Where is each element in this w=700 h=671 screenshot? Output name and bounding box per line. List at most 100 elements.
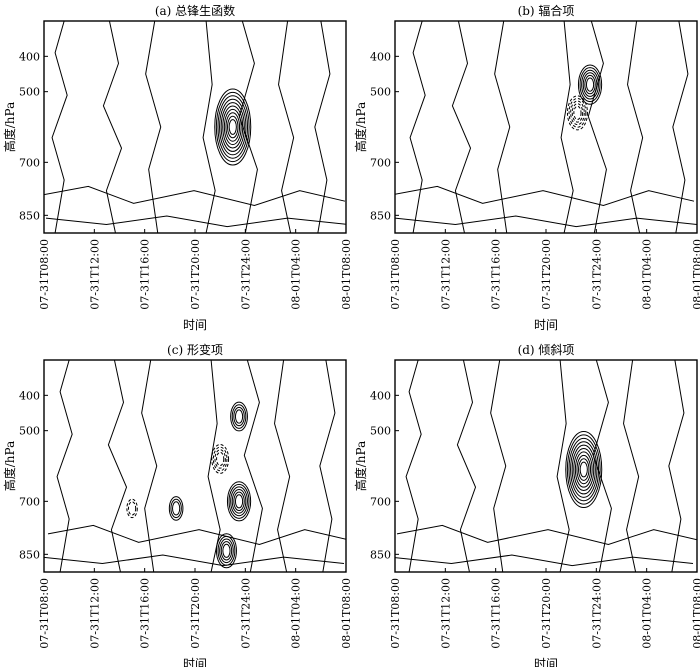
- contour-ring: [220, 102, 245, 152]
- positive-center-1: [565, 431, 603, 509]
- x-tick-label: 08-01T08:00: [340, 578, 353, 649]
- panel-3: (c) 形变项 400 500 700 850 07-31T08:00 07-31T12:0…: [2, 342, 353, 671]
- panel-title: (c) 形变项: [167, 342, 223, 357]
- contour-line: [319, 360, 336, 572]
- x-tick-label: 07-31T16:00: [139, 239, 152, 310]
- y-axis-label: 高度/hPa: [353, 441, 368, 491]
- y-axis-label: 高度/hPa: [2, 441, 17, 491]
- x-tick-label: 07-31T24:00: [239, 239, 252, 310]
- contour-ring: [578, 458, 590, 481]
- contour-line: [238, 21, 258, 233]
- contour-line: [556, 360, 570, 572]
- contour-ring: [579, 461, 588, 478]
- contour-line: [202, 21, 216, 233]
- x-tick-label: 07-31T20:00: [189, 239, 202, 310]
- contour-ring: [222, 105, 244, 149]
- positive-center-1: [577, 64, 603, 105]
- y-tick-label: 400: [19, 389, 40, 402]
- contour-line: [278, 21, 295, 233]
- y-axis-label: 高度/hPa: [353, 102, 368, 152]
- panel-title: (b) 辐合项: [518, 3, 575, 18]
- contour-ring: [234, 494, 244, 509]
- plot-area: [395, 360, 697, 572]
- contour-line: [44, 185, 346, 206]
- positive-center-4: [168, 496, 184, 521]
- contour-ring: [568, 97, 587, 128]
- y-tick-label: 400: [370, 50, 391, 63]
- contour-line: [395, 554, 694, 567]
- contour-ring: [570, 441, 598, 498]
- contour-ring: [230, 401, 248, 432]
- contour-ring: [223, 108, 242, 146]
- contour-ring: [222, 543, 231, 558]
- contour-ring: [212, 446, 228, 472]
- contour-ring: [220, 541, 233, 561]
- plot-area: [44, 21, 346, 233]
- contour-ring: [228, 119, 237, 135]
- contour-ring: [211, 444, 230, 474]
- contour-ring: [216, 451, 225, 467]
- contour-ring: [217, 535, 236, 566]
- contour-ring: [582, 72, 598, 97]
- contour-ring: [172, 501, 181, 516]
- contour-line: [45, 215, 346, 228]
- contour-ring: [170, 498, 182, 519]
- x-tick-label: 07-31T20:00: [540, 239, 553, 310]
- x-tick-label: 07-31T20:00: [189, 578, 202, 649]
- contour-ring: [215, 533, 237, 569]
- x-tick-label: 07-31T12:00: [439, 239, 452, 310]
- x-tick-label: 07-31T24:00: [239, 578, 252, 649]
- contour-ring: [581, 69, 599, 100]
- y-tick-label: 700: [370, 156, 391, 169]
- contour-line: [623, 360, 640, 572]
- panel-title: (d) 倾斜项: [518, 343, 575, 357]
- contour-ring: [217, 95, 249, 159]
- y-tick-label: 500: [370, 425, 391, 438]
- x-tick-label: 07-31T12:00: [88, 578, 101, 649]
- contour-line: [587, 21, 607, 233]
- contour-ring: [571, 103, 584, 123]
- x-tick-label: 07-31T20:00: [540, 578, 553, 649]
- contour-line: [409, 21, 426, 233]
- contour-ring: [585, 77, 595, 92]
- panel-4: (d) 倾斜项 400 500 700 850 07-31T08:00 07-31T12:0…: [353, 343, 700, 671]
- contour-ring: [127, 501, 137, 516]
- x-axis-label: 时间: [183, 657, 207, 667]
- contour-ring: [566, 95, 588, 131]
- contour-ring: [576, 454, 592, 485]
- y-tick-label: 500: [19, 425, 40, 438]
- positive-center-2: [226, 481, 252, 522]
- y-tick-label: 850: [370, 209, 391, 222]
- x-tick-label: 08-01T04:00: [641, 239, 654, 310]
- y-tick-label: 700: [19, 156, 40, 169]
- contour-line: [451, 21, 472, 233]
- contour-ring: [230, 486, 248, 517]
- contour-ring: [126, 498, 138, 519]
- contour-ring: [573, 448, 595, 492]
- panel-title: (a) 总锋生函数: [155, 3, 235, 18]
- contour-ring: [570, 100, 585, 126]
- x-axis-label: 时间: [183, 318, 207, 332]
- negative-center-5: [211, 444, 230, 474]
- x-tick-label: 08-01T04:00: [641, 578, 654, 649]
- contour-ring: [233, 406, 245, 427]
- plot-frame: [394, 20, 698, 234]
- contour-ring: [219, 538, 234, 564]
- contour-line: [47, 524, 346, 545]
- contour-ring: [215, 91, 250, 163]
- x-tick-label: 07-31T16:00: [139, 578, 152, 649]
- contour-ring: [214, 88, 252, 166]
- x-tick-label: 08-01T08:00: [691, 578, 700, 649]
- contour-line: [490, 360, 507, 572]
- x-tick-label: 07-31T08:00: [38, 578, 51, 649]
- positive-center-1: [214, 88, 252, 166]
- panel-1: (a) 总锋生函数 400 500 700 850 07-31T08:00 07-31T12…: [2, 3, 353, 332]
- contour-ring: [225, 112, 241, 142]
- y-tick-label: 850: [19, 209, 40, 222]
- contour-line: [494, 21, 511, 233]
- x-tick-label: 07-31T16:00: [490, 578, 503, 649]
- panel-2: (b) 辐合项 400 500 700 850 07-31T08:00 07-31T12:0…: [353, 3, 700, 332]
- plot-frame: [43, 359, 347, 573]
- plot-area: [44, 360, 346, 572]
